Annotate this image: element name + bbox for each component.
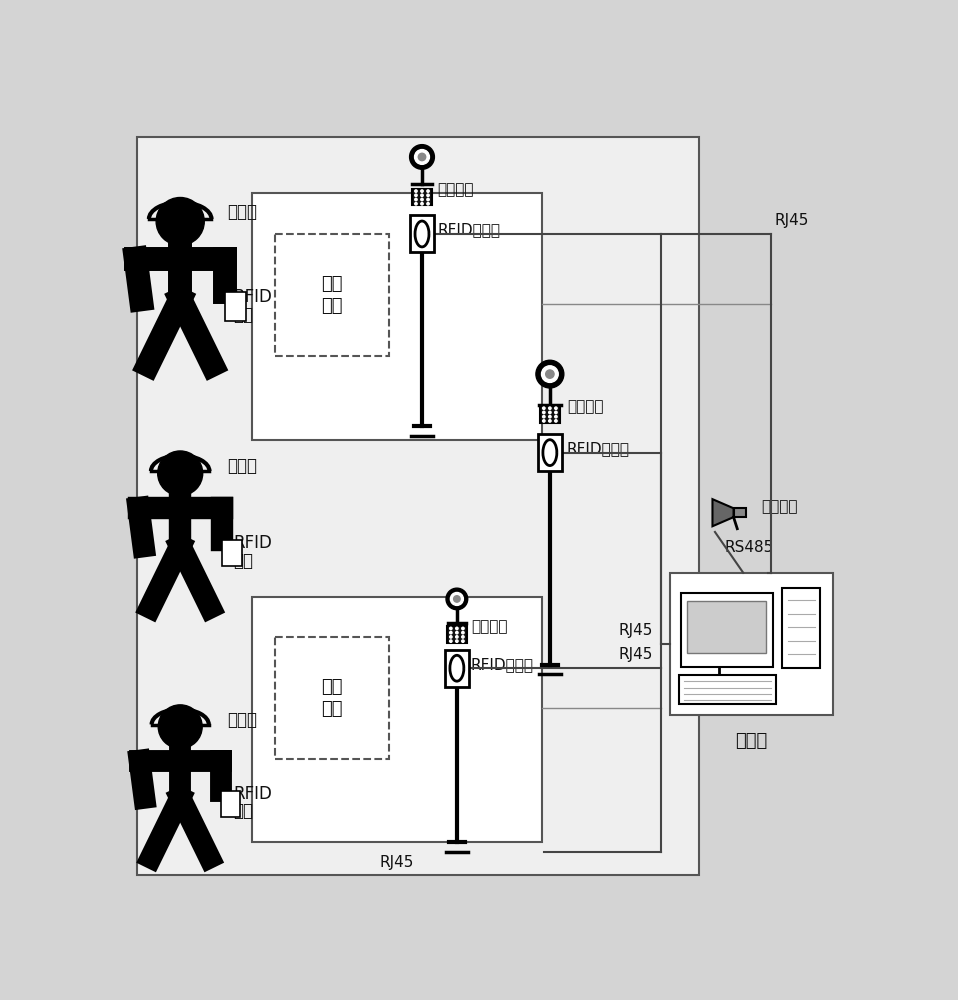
Circle shape [555, 415, 558, 418]
Text: 标签: 标签 [233, 552, 253, 570]
FancyBboxPatch shape [734, 508, 746, 517]
Text: RS485: RS485 [724, 540, 773, 555]
Circle shape [454, 596, 460, 602]
Text: 标签: 标签 [233, 306, 253, 324]
FancyBboxPatch shape [410, 215, 434, 252]
Circle shape [549, 407, 551, 409]
Circle shape [415, 190, 417, 192]
Circle shape [158, 451, 203, 496]
Polygon shape [713, 499, 734, 526]
Text: 重要: 重要 [321, 678, 343, 696]
Circle shape [555, 407, 558, 409]
FancyBboxPatch shape [446, 626, 467, 643]
Text: 声音告警: 声音告警 [762, 499, 798, 514]
Circle shape [158, 705, 202, 749]
Text: RJ45: RJ45 [618, 623, 652, 638]
Text: 声音预警: 声音预警 [438, 182, 474, 197]
Text: 标签: 标签 [233, 802, 253, 820]
Text: 声音预警: 声音预警 [567, 399, 604, 414]
Circle shape [462, 627, 464, 630]
Circle shape [462, 640, 464, 642]
Circle shape [446, 588, 468, 610]
Circle shape [549, 411, 551, 414]
Circle shape [542, 415, 545, 418]
Circle shape [456, 640, 458, 642]
Circle shape [456, 627, 458, 630]
Circle shape [415, 150, 429, 164]
Circle shape [456, 636, 458, 638]
Text: RJ45: RJ45 [379, 855, 414, 870]
Circle shape [410, 145, 434, 169]
FancyBboxPatch shape [687, 601, 766, 653]
Circle shape [421, 203, 423, 205]
Circle shape [415, 198, 417, 201]
FancyBboxPatch shape [445, 650, 468, 687]
Text: RFID阅读器: RFID阅读器 [438, 223, 500, 238]
Circle shape [542, 420, 545, 422]
FancyBboxPatch shape [412, 189, 432, 205]
FancyBboxPatch shape [221, 791, 240, 817]
FancyBboxPatch shape [275, 637, 390, 759]
Circle shape [415, 194, 417, 197]
FancyBboxPatch shape [782, 588, 820, 668]
Circle shape [449, 627, 452, 630]
Text: 上位机: 上位机 [735, 732, 767, 750]
Circle shape [449, 636, 452, 638]
FancyBboxPatch shape [225, 292, 246, 321]
Text: RJ45: RJ45 [618, 647, 652, 662]
Circle shape [427, 198, 429, 201]
Circle shape [156, 198, 204, 245]
FancyBboxPatch shape [539, 406, 559, 423]
Circle shape [456, 631, 458, 634]
Text: RFID: RFID [233, 785, 272, 803]
FancyBboxPatch shape [670, 573, 833, 715]
Text: RFID: RFID [233, 534, 272, 552]
Circle shape [536, 360, 564, 388]
Text: 声音预警: 声音预警 [470, 619, 508, 634]
Circle shape [542, 407, 545, 409]
Circle shape [421, 198, 423, 201]
FancyBboxPatch shape [681, 593, 773, 667]
Circle shape [542, 411, 545, 414]
Circle shape [462, 631, 464, 634]
Text: 安全帽: 安全帽 [227, 203, 257, 221]
Circle shape [449, 640, 452, 642]
Text: RJ45: RJ45 [775, 213, 809, 228]
Circle shape [415, 203, 417, 205]
Circle shape [419, 153, 425, 161]
FancyBboxPatch shape [252, 597, 542, 842]
Text: 作业: 作业 [321, 297, 343, 315]
FancyBboxPatch shape [137, 137, 699, 875]
Circle shape [421, 190, 423, 192]
Circle shape [549, 420, 551, 422]
Circle shape [450, 592, 464, 605]
FancyBboxPatch shape [275, 234, 390, 356]
Text: 危险: 危险 [321, 275, 343, 293]
Text: RFID阅读器: RFID阅读器 [470, 657, 534, 672]
Circle shape [541, 366, 559, 382]
Circle shape [449, 631, 452, 634]
FancyBboxPatch shape [679, 675, 776, 704]
Circle shape [427, 190, 429, 192]
Circle shape [549, 415, 551, 418]
FancyBboxPatch shape [252, 193, 542, 440]
Text: 设备: 设备 [321, 700, 343, 718]
Circle shape [555, 420, 558, 422]
Circle shape [462, 636, 464, 638]
Circle shape [427, 194, 429, 197]
Text: 安全帽: 安全帽 [227, 711, 257, 729]
Circle shape [555, 411, 558, 414]
Circle shape [421, 194, 423, 197]
FancyBboxPatch shape [538, 434, 561, 471]
FancyBboxPatch shape [222, 540, 241, 566]
Text: RFID: RFID [233, 288, 272, 306]
Text: RFID阅读器: RFID阅读器 [567, 441, 630, 456]
Circle shape [546, 370, 554, 378]
Circle shape [427, 203, 429, 205]
Text: 安全帽: 安全帽 [227, 457, 257, 475]
